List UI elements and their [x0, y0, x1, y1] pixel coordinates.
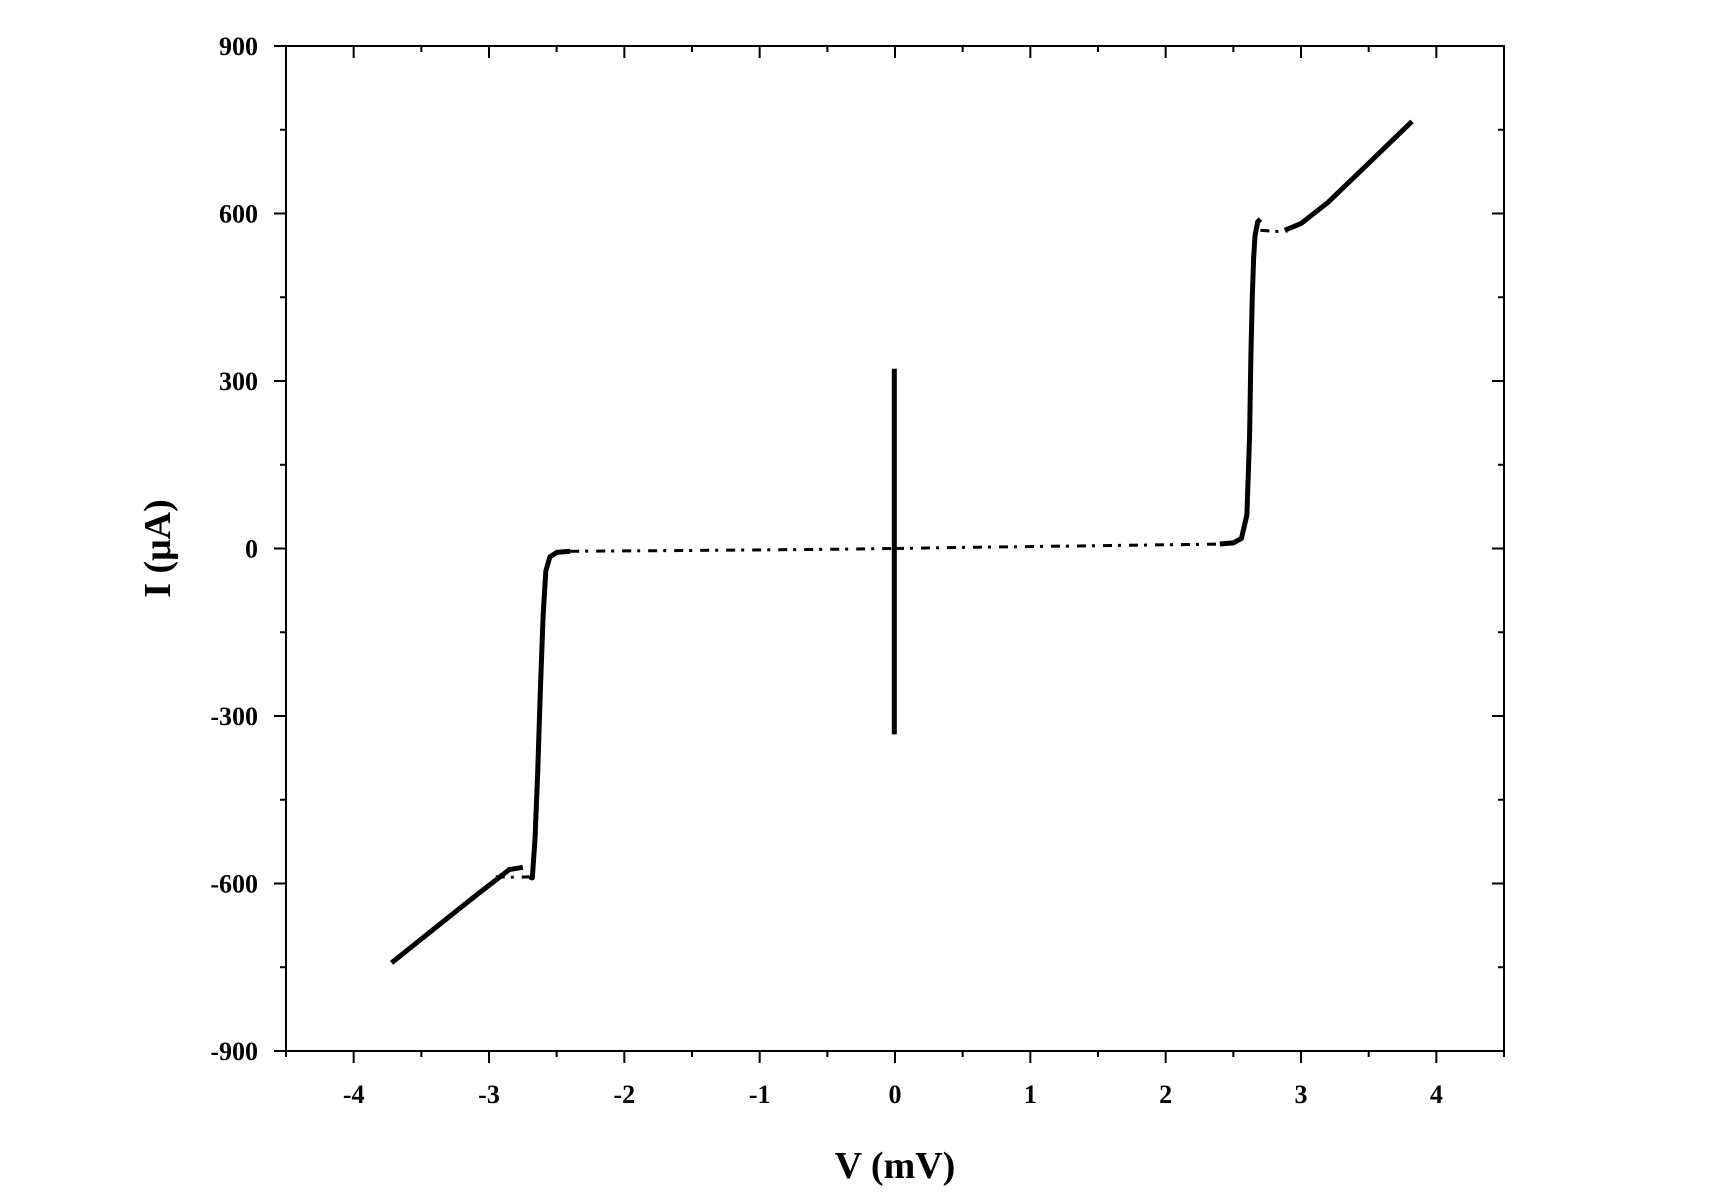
tick-labels: -4 -3 -2 -1 0 1 2 3 4 -900 -600 -300 0 300 600 900 [210, 32, 1443, 1109]
x-tick-label: 0 [889, 1080, 902, 1109]
iv-curve-segment [570, 547, 896, 553]
y-tick-label: 900 [219, 32, 258, 61]
y-tick-label: 0 [245, 535, 258, 564]
iv-curve-segment [1219, 217, 1263, 547]
x-tick-label: 3 [1295, 1080, 1308, 1109]
iv-curve-segment [1260, 228, 1288, 233]
x-tick-label: -3 [478, 1080, 500, 1109]
y-tick-label: 300 [219, 367, 258, 396]
x-tick-label: -2 [613, 1080, 635, 1109]
y-tick-label: -900 [210, 1037, 258, 1066]
x-tick-label: 2 [1159, 1080, 1172, 1109]
iv-curve-segment [1283, 119, 1414, 233]
y-tick-label: -300 [210, 702, 258, 731]
x-tick-label: -4 [343, 1080, 365, 1109]
x-tick-label: 4 [1430, 1080, 1443, 1109]
series-layer [389, 119, 1414, 965]
iv-curve-segment [495, 875, 530, 879]
iv-curve-segment [894, 542, 1220, 550]
y-axis-title: I (μA) [137, 499, 179, 598]
x-axis-title: V (mV) [835, 1145, 956, 1187]
x-tick-label: -1 [749, 1080, 771, 1109]
y-tick-label: -600 [210, 870, 258, 899]
iv-curve-segment [528, 548, 571, 881]
x-tick-label: 1 [1024, 1080, 1037, 1109]
ticks [274, 45, 1505, 1063]
y-tick-label: 600 [219, 200, 258, 229]
iv-curve-segment [389, 864, 524, 965]
